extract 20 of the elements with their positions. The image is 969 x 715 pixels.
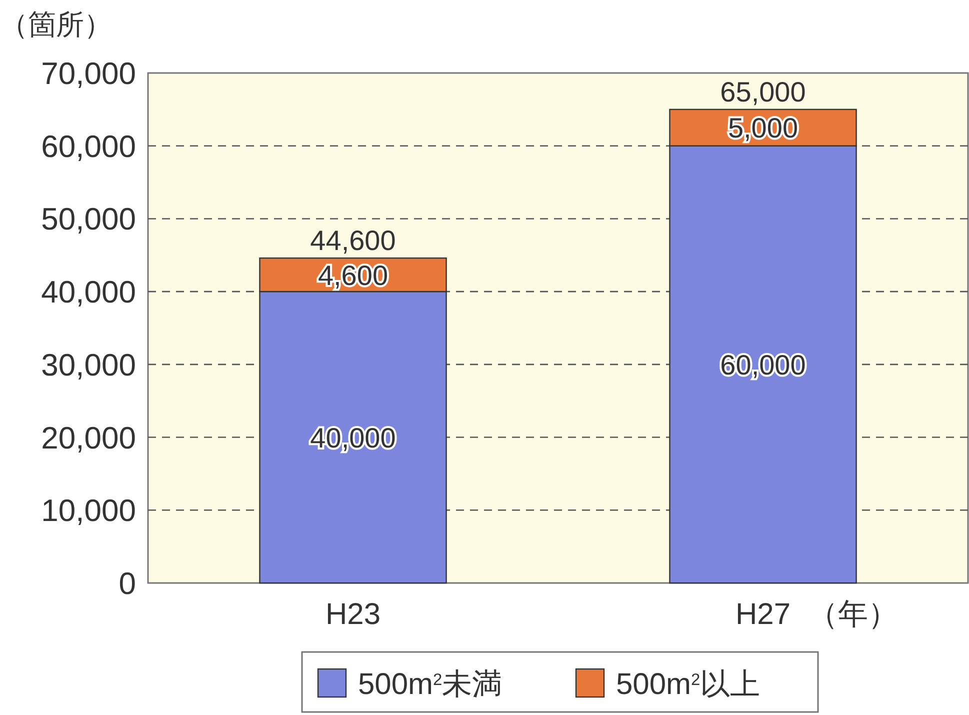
y-tick-label: 40,000: [41, 274, 136, 310]
legend-label: 500m$^{2}$以上: [616, 668, 760, 701]
data-label: 5,000: [728, 112, 798, 144]
legend-label: 500m$^{2}$未満: [358, 668, 502, 701]
x-axis-title: （年）: [808, 598, 898, 631]
y-tick-label: 50,000: [41, 202, 136, 237]
data-label: 60,000: [720, 349, 806, 380]
total-label: 65,000: [720, 76, 806, 108]
y-tick-label: 30,000: [41, 347, 136, 382]
data-label: 40,000: [310, 422, 396, 454]
y-axis-title: （箇所）: [0, 9, 112, 40]
y-tick-label: 10,000: [41, 493, 136, 528]
y-tick-label: 70,000: [41, 56, 136, 91]
y-tick-label: 20,000: [41, 420, 136, 456]
x-tick-label: H27: [735, 598, 791, 631]
x-tick-label: H23: [325, 598, 381, 631]
data-label: 4,600: [318, 260, 388, 291]
total-label: 44,600: [310, 225, 396, 256]
y-tick-label: 0: [118, 566, 136, 601]
y-tick-label: 60,000: [41, 128, 136, 164]
